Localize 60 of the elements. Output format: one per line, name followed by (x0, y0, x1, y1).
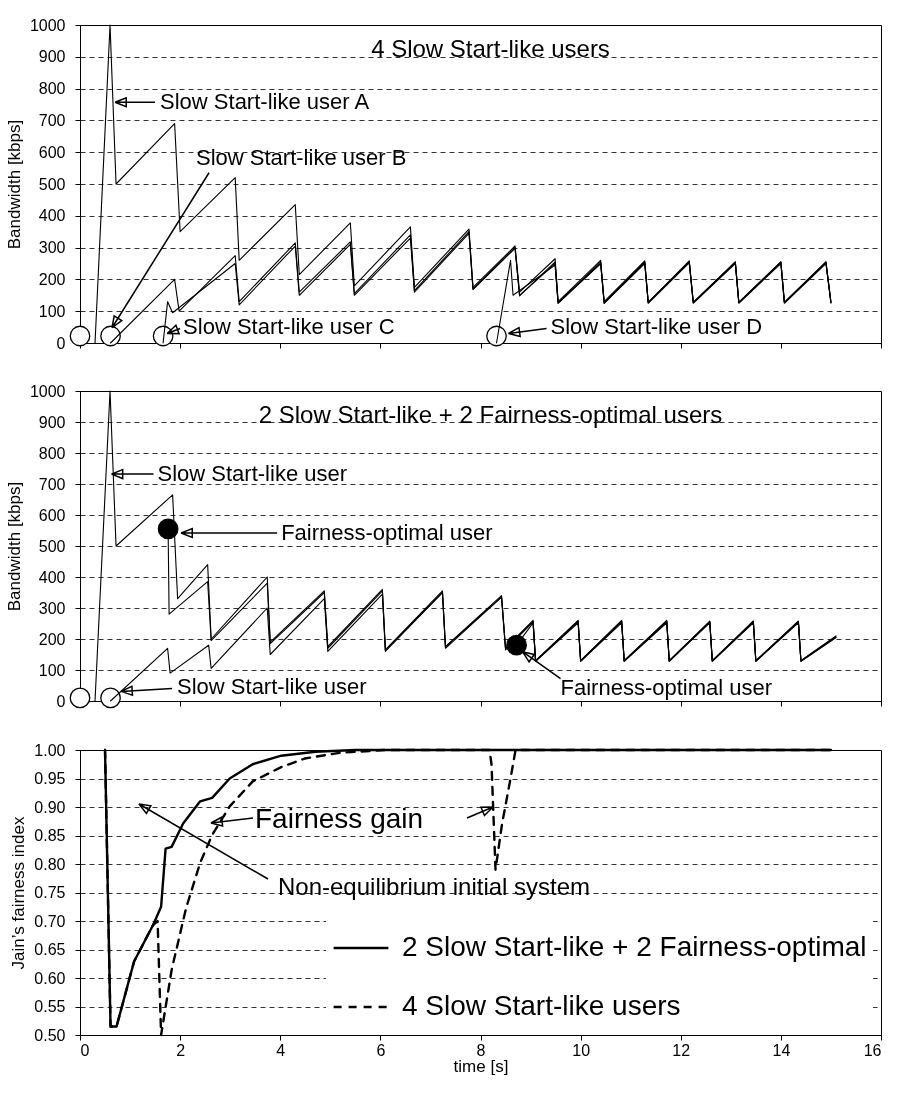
y-tick-label: 200 (38, 630, 66, 648)
y-tick-label: 0.90 (34, 798, 66, 816)
x-tick-label: 12 (672, 1041, 691, 1059)
x-tick-label: 4 (276, 1041, 286, 1059)
annotation: Slow Start-like user A (160, 89, 370, 115)
annotation: Fairness-optimal user (560, 674, 773, 700)
x-axis-title: time [s] (453, 1056, 509, 1076)
y-tick-label: 500 (38, 537, 66, 555)
x-tick-label: 0 (80, 1041, 90, 1059)
y-tick-label: 300 (38, 239, 66, 257)
chart-title: 4 Slow Start-like users (371, 35, 610, 62)
y-tick-label: 0.60 (34, 969, 66, 987)
x-tick-label: 8 (476, 1041, 486, 1059)
legend-label: 4 Slow Start-like users (402, 990, 681, 1021)
y-tick-label: 600 (38, 143, 66, 161)
y-tick-label: 0.50 (34, 1026, 66, 1044)
y-tick-label: 0.95 (34, 770, 66, 787)
y-tick-label: 0.55 (34, 998, 66, 1015)
annotation: Slow Start-like user D (550, 314, 763, 340)
y-axis-title: Jain’s fairness index (9, 816, 29, 970)
annotation: Slow Start-like user C (183, 314, 395, 340)
y-tick-label: 500 (38, 175, 66, 193)
annotation: Fairness gain (255, 803, 424, 834)
y-axis-title: Bandwidth [kbps] (4, 481, 24, 612)
x-tick-label: 10 (572, 1041, 591, 1059)
annotation: Slow Start-like user (157, 461, 348, 487)
x-tick-label: 6 (376, 1041, 386, 1059)
y-tick-label: 100 (38, 661, 66, 679)
y-tick-label: 800 (38, 80, 66, 98)
chart-title: 2 Slow Start-like + 2 Fairness-optimal users (258, 401, 723, 428)
y-tick-label: 0.85 (34, 827, 66, 844)
y-tick-label: 1.00 (34, 741, 66, 759)
y-tick-label: 600 (38, 506, 66, 524)
y-tick-label: 100 (38, 302, 66, 320)
annotation: Non-equilibrium initial system (278, 873, 591, 900)
y-tick-label: 900 (38, 413, 66, 431)
y-tick-label: 400 (38, 207, 66, 225)
annotation: Slow Start-like user (177, 674, 367, 700)
x-tick-label: 16 (863, 1041, 882, 1059)
x-tick-label: 14 (772, 1041, 791, 1059)
y-tick-label: 0.80 (34, 855, 66, 873)
annotation: Fairness-optimal user (281, 519, 493, 545)
y-tick-label: 0 (56, 334, 66, 352)
y-axis-title: Bandwidth [kbps] (4, 119, 24, 250)
y-tick-label: 300 (38, 599, 66, 617)
y-tick-label: 800 (38, 444, 66, 462)
y-tick-label: 700 (38, 111, 66, 129)
y-tick-label: 0.65 (34, 941, 66, 958)
y-tick-label: 1000 (29, 16, 66, 34)
y-tick-label: 700 (38, 475, 66, 493)
y-tick-label: 1000 (29, 382, 66, 400)
y-tick-label: 400 (38, 568, 66, 586)
y-tick-label: 0.75 (34, 884, 66, 901)
x-tick-label: 2 (176, 1041, 186, 1059)
legend-label: 2 Slow Start-like + 2 Fairness-optimal (402, 931, 867, 962)
annotation: Slow Start-like user B (196, 144, 407, 170)
y-tick-label: 0.70 (34, 912, 66, 930)
y-tick-label: 0 (56, 692, 66, 710)
y-tick-label: 900 (38, 48, 66, 66)
y-tick-label: 200 (38, 270, 66, 288)
